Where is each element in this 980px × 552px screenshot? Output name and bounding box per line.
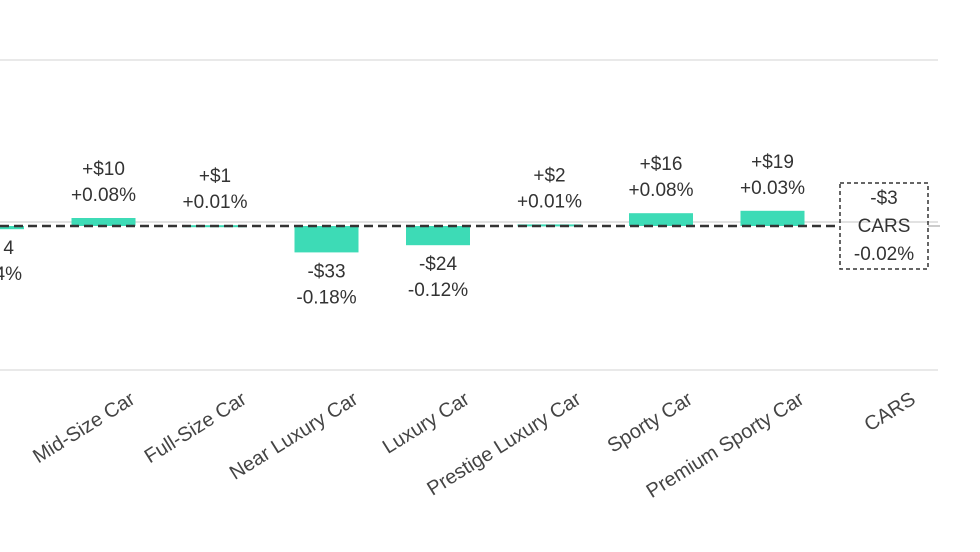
x-tick-label: Sporty Car	[604, 388, 697, 457]
percent-label: +0.01%	[517, 191, 582, 212]
percent-label: -0.12%	[408, 280, 468, 301]
percent-label: -0.18%	[296, 287, 356, 308]
bar	[71, 218, 136, 226]
percent-label: +0.03%	[740, 178, 805, 199]
x-tick-label: Mid-Size Car	[29, 388, 139, 468]
value-label: +$2	[533, 165, 565, 186]
bar	[406, 226, 470, 246]
percent-label: +0.08%	[71, 185, 136, 206]
percent-label: 4%	[0, 264, 22, 285]
x-tick-label: CARS	[861, 388, 920, 436]
value-label: +$19	[751, 152, 794, 173]
bar	[0, 226, 24, 230]
total-box	[839, 182, 929, 270]
bar	[629, 213, 693, 226]
value-label: -$24	[419, 254, 457, 275]
value-label: +$10	[82, 159, 125, 180]
value-label: 4	[3, 238, 14, 259]
total-category: CARS	[858, 216, 911, 237]
percent-label: +0.08%	[629, 180, 694, 201]
percent-label: +0.01%	[183, 192, 248, 213]
percent-label: -0.02%	[854, 244, 914, 265]
value-label: -$3	[870, 188, 897, 209]
value-label: +$16	[640, 154, 683, 175]
bar	[740, 210, 805, 226]
bar	[294, 226, 359, 253]
x-tick-label: Luxury Car	[379, 388, 474, 459]
value-label: -$33	[307, 261, 345, 282]
value-label: +$1	[199, 166, 231, 187]
x-tick-label: Full-Size Car	[141, 388, 251, 468]
